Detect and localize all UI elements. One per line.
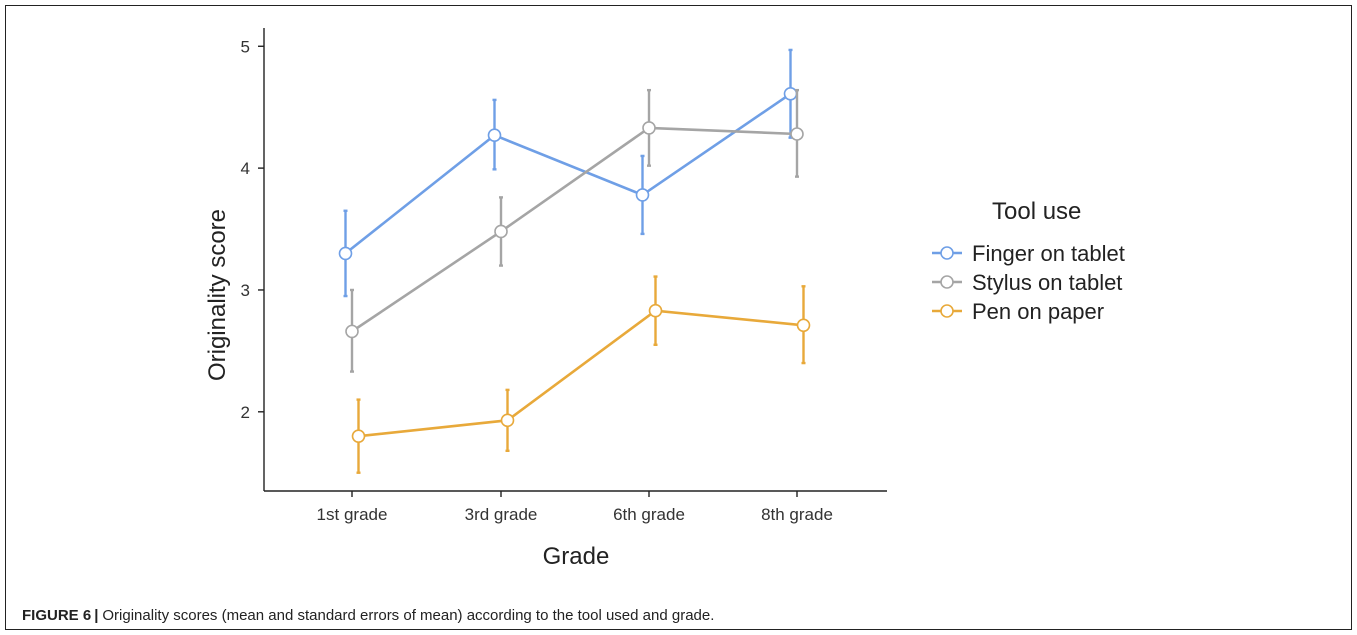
x-tick-label: 3rd grade xyxy=(465,505,538,524)
series-finger-on-tablet xyxy=(338,48,798,298)
data-point xyxy=(635,188,650,202)
y-axis-label: Originality score xyxy=(204,209,231,381)
data-point xyxy=(642,121,656,135)
figure-frame: 2 3 4 5 1st grade 3rd grade 6th grade 8th grade… xyxy=(5,5,1352,630)
data-point xyxy=(796,318,811,333)
legend-title: Tool use xyxy=(992,198,1081,225)
chart-legend: Tool use Finger on tablet Stylus on table… xyxy=(932,198,1125,324)
legend-label: Stylus on tablet xyxy=(972,270,1122,295)
line-chart: 2 3 4 5 1st grade 3rd grade 6th grade 8th grade… xyxy=(204,28,1125,570)
data-point xyxy=(783,86,798,101)
data-point xyxy=(494,224,508,239)
legend-item: Finger on tablet xyxy=(932,241,1125,266)
legend-marker xyxy=(940,304,954,318)
x-tick-label: 1st grade xyxy=(317,505,388,524)
data-point xyxy=(648,303,663,318)
caption-text: Originality scores (mean and standard er… xyxy=(102,607,715,624)
y-tick-label: 3 xyxy=(241,281,250,300)
x-tick-label: 6th grade xyxy=(613,505,685,524)
series-line xyxy=(344,92,792,255)
series-line xyxy=(358,309,804,438)
data-point xyxy=(487,128,502,143)
data-point xyxy=(351,429,366,443)
chart-axes: 2 3 4 5 1st grade 3rd grade 6th grade 8th grade xyxy=(241,28,887,524)
y-tick-label: 5 xyxy=(241,37,250,56)
data-point xyxy=(345,324,359,339)
series-line xyxy=(351,126,798,333)
data-point xyxy=(790,127,804,141)
series-stylus-on-tablet xyxy=(345,88,804,373)
data-point xyxy=(338,246,353,261)
legend-item: Pen on paper xyxy=(932,299,1104,324)
legend-marker xyxy=(940,246,954,260)
x-tick-label: 8th grade xyxy=(761,505,833,524)
caption-separator: | xyxy=(94,607,99,624)
series-pen-on-paper xyxy=(351,275,811,474)
figure-label: FIGURE 6 xyxy=(22,607,92,624)
legend-label: Pen on paper xyxy=(972,299,1104,324)
y-tick-label: 4 xyxy=(241,159,250,178)
chart-series xyxy=(338,48,811,474)
x-axis-label: Grade xyxy=(543,543,610,570)
data-point xyxy=(500,413,515,428)
legend-item: Stylus on tablet xyxy=(932,270,1122,295)
legend-label: Finger on tablet xyxy=(972,241,1125,266)
figure-caption: FIGURE 6 | Originality scores (mean and st… xyxy=(22,607,714,624)
y-tick-label: 2 xyxy=(241,403,250,422)
legend-marker xyxy=(940,275,954,289)
